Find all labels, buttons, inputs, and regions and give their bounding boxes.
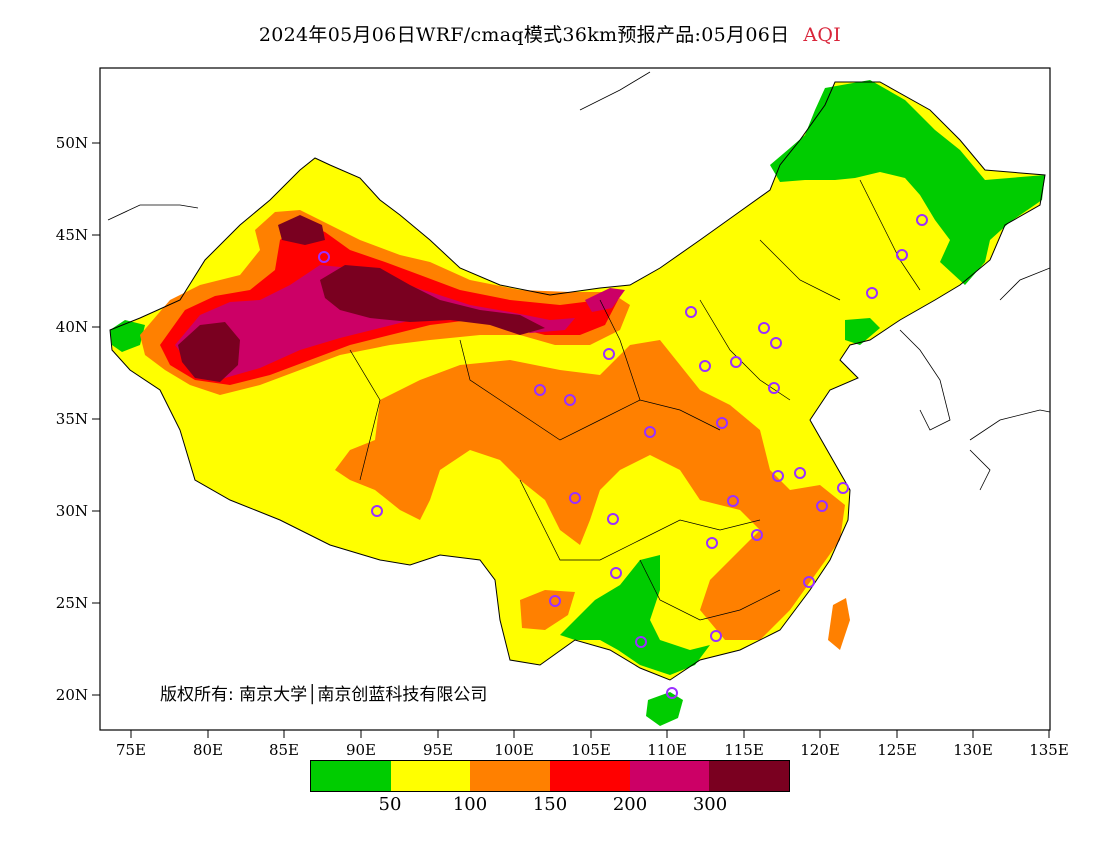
lon-label: 90E: [346, 741, 376, 759]
legend-swatch-moderate: [390, 761, 471, 791]
map-title: 2024年05月06日WRF/cmaq模式36km预报产品:05月06日 AQI: [0, 20, 1100, 47]
circle-marker-icon: [371, 505, 383, 517]
lat-label: 40N: [56, 318, 88, 336]
region-very-unhealthy-north: [585, 288, 625, 312]
circle-marker-icon: [730, 356, 742, 368]
circle-marker-icon: [603, 348, 615, 360]
circle-marker-icon: [318, 251, 330, 263]
lon-label: 130E: [953, 741, 993, 759]
circle-marker-icon: [534, 384, 546, 396]
lat-label: 35N: [56, 410, 88, 428]
circle-marker-icon: [706, 537, 718, 549]
lon-labels: 75E 80E 85E 90E 95E 100E 105E 110E 115E …: [116, 741, 1069, 759]
legend-label: 300: [692, 794, 728, 815]
aqi-legend-labels: 50 100 150 200 300: [310, 794, 790, 818]
region-sensitive-taiwan: [828, 598, 850, 650]
circle-marker-icon: [916, 214, 928, 226]
korea-japan-coast: [107, 71, 1050, 491]
circle-marker-icon: [727, 495, 739, 507]
lat-axis: [92, 142, 100, 696]
region-good-south: [560, 555, 710, 675]
region-very-unhealthy: [175, 265, 575, 378]
region-good-northeast: [770, 80, 1045, 285]
copyright-text: 版权所有: 南京大学│南京创蓝科技有限公司: [160, 685, 488, 705]
map-frame: [99, 67, 1051, 731]
legend-swatch-very-unhealthy: [629, 761, 710, 791]
circle-marker-icon: [758, 322, 770, 334]
lat-labels: 50N 45N 40N 35N 30N 25N 20N: [56, 134, 88, 704]
region-hazardous-junggar: [278, 215, 325, 245]
lon-label: 100E: [494, 741, 534, 759]
map-content: [107, 71, 1050, 726]
province-borders: [349, 179, 921, 621]
station-markers: [318, 214, 928, 699]
region-hazardous-central: [320, 265, 545, 335]
circle-marker-icon: [770, 337, 782, 349]
legend-swatch-hazardous: [709, 761, 790, 791]
lon-axis: [130, 730, 1050, 738]
circle-marker-icon: [816, 500, 828, 512]
lat-label: 25N: [56, 594, 88, 612]
aqi-legend-bar: [310, 760, 790, 792]
circle-marker-icon: [794, 467, 806, 479]
region-hazardous-tarim: [178, 322, 240, 382]
lon-label: 115E: [724, 741, 764, 759]
legend-label: 200: [612, 794, 648, 815]
circle-marker-icon: [685, 306, 697, 318]
circle-marker-icon: [896, 249, 908, 261]
circle-marker-icon: [837, 482, 849, 494]
circle-marker-icon: [699, 360, 711, 372]
legend-label: 100: [452, 794, 488, 815]
lon-label: 85E: [269, 741, 299, 759]
circle-marker-icon: [772, 470, 784, 482]
lon-label: 75E: [116, 741, 146, 759]
circle-marker-icon: [564, 394, 576, 406]
legend-label: 50: [378, 794, 402, 815]
circle-marker-icon: [549, 595, 561, 607]
circle-marker-icon: [751, 529, 763, 541]
china-outline: [109, 81, 1046, 681]
lon-label: 95E: [423, 741, 453, 759]
lat-label: 50N: [56, 134, 88, 152]
region-good-west: [110, 320, 145, 352]
region-good-liaoning: [845, 318, 880, 345]
lon-label: 80E: [193, 741, 223, 759]
lat-label: 30N: [56, 502, 88, 520]
lon-label: 105E: [571, 741, 611, 759]
circle-marker-icon: [607, 513, 619, 525]
lon-label: 125E: [877, 741, 917, 759]
circle-marker-icon: [644, 426, 656, 438]
region-sensitive-central: [335, 340, 845, 640]
circle-marker-icon: [635, 636, 647, 648]
map-title-variable: AQI: [803, 24, 842, 46]
region-sensitive-sw: [520, 590, 575, 630]
circle-marker-icon: [610, 567, 622, 579]
circle-marker-icon: [710, 630, 722, 642]
lon-label: 110E: [647, 741, 687, 759]
circle-marker-icon: [803, 576, 815, 588]
lat-label: 45N: [56, 226, 88, 244]
map-title-main: 2024年05月06日WRF/cmaq模式36km预报产品:05月06日: [258, 24, 790, 46]
lon-label: 135E: [1029, 741, 1069, 759]
legend-label: 150: [532, 794, 568, 815]
circle-marker-icon: [768, 382, 780, 394]
lon-label: 120E: [800, 741, 840, 759]
legend-swatch-sensitive: [470, 761, 551, 791]
circle-marker-icon: [866, 287, 878, 299]
legend-swatch-unhealthy: [550, 761, 630, 791]
lat-label: 20N: [56, 686, 88, 704]
circle-marker-icon: [569, 492, 581, 504]
region-good-hainan: [646, 692, 683, 726]
circle-marker-icon: [716, 417, 728, 429]
circle-marker-icon: [666, 687, 678, 699]
legend-swatch-good: [311, 761, 391, 791]
